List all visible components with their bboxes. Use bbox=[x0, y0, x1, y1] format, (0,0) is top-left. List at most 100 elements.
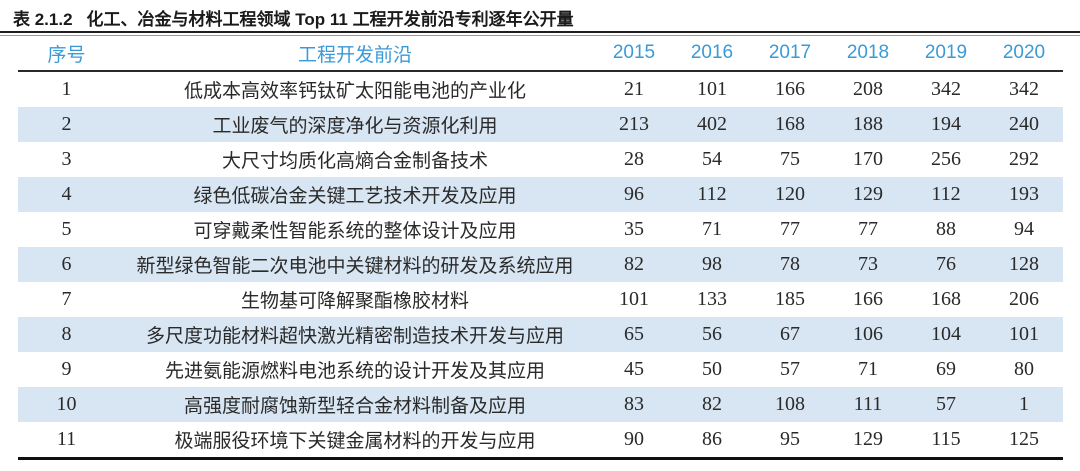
value-cell: 342 bbox=[931, 78, 961, 100]
value-cell: 120 bbox=[775, 183, 805, 205]
value-cell: 115 bbox=[907, 422, 985, 460]
value-cell: 168 bbox=[775, 113, 805, 135]
value-cell: 129 bbox=[853, 183, 883, 205]
front-name-cell: 新型绿色智能二次电池中关键材料的研发及系统应用 bbox=[136, 256, 574, 277]
row-number-cell: 10 bbox=[56, 393, 77, 415]
value-cell: 106 bbox=[853, 323, 883, 345]
front-name-cell: 大尺寸均质化高熵合金制备技术 bbox=[221, 151, 488, 172]
row-number-cell: 2 bbox=[61, 113, 72, 135]
front-name-cell: 绿色低碳冶金关键工艺技术开发及应用 bbox=[193, 186, 517, 207]
table-row: 3 大尺寸均质化高熵合金制备技术 28 54 75 170 256 292 bbox=[18, 142, 1063, 177]
value-cell: 54 bbox=[702, 148, 722, 170]
value-cell: 57 bbox=[936, 393, 956, 415]
value-cell: 65 bbox=[624, 323, 644, 345]
row-number-cell: 5 bbox=[61, 218, 72, 240]
value-cell: 71 bbox=[858, 358, 878, 380]
table-row: 11 极端服役环境下关键金属材料的开发与应用 90 86 95 129 115 … bbox=[18, 422, 1063, 460]
table-row: 9 先进氨能源燃料电池系统的设计开发及其应用 45 50 57 71 69 80 bbox=[18, 352, 1063, 387]
value-cell: 90 bbox=[595, 422, 673, 460]
value-cell: 76 bbox=[936, 253, 956, 275]
value-cell: 75 bbox=[780, 148, 800, 170]
value-cell: 69 bbox=[936, 358, 956, 380]
table-row: 2 工业废气的深度净化与资源化利用 213 402 168 188 194 24… bbox=[18, 107, 1063, 142]
value-cell: 1 bbox=[1019, 393, 1029, 415]
col-header-no: 序号 bbox=[18, 36, 115, 72]
value-cell: 101 bbox=[619, 288, 649, 310]
front-name-cell: 工业废气的深度净化与资源化利用 bbox=[212, 116, 498, 137]
value-cell: 170 bbox=[853, 148, 883, 170]
value-cell: 28 bbox=[624, 148, 644, 170]
value-cell: 108 bbox=[775, 393, 805, 415]
front-name-cell: 可穿戴柔性智能系统的整体设计及应用 bbox=[193, 221, 517, 242]
value-cell: 56 bbox=[702, 323, 722, 345]
front-name-cell: 极端服役环境下关键金属材料的开发与应用 bbox=[115, 422, 595, 460]
table-body: 1 低成本高效率钙钛矿太阳能电池的产业化 21 101 166 208 342 … bbox=[18, 71, 1063, 460]
table-row: 10 高强度耐腐蚀新型轻合金材料制备及应用 83 82 108 111 57 1 bbox=[18, 387, 1063, 422]
col-header-2017: 2017 bbox=[751, 36, 829, 72]
value-cell: 188 bbox=[853, 113, 883, 135]
value-cell: 21 bbox=[624, 78, 644, 100]
row-number-cell: 4 bbox=[61, 183, 72, 205]
col-header-2019: 2019 bbox=[907, 36, 985, 72]
row-number-cell: 6 bbox=[61, 253, 72, 275]
row-number-cell: 7 bbox=[61, 288, 72, 310]
value-cell: 292 bbox=[1009, 148, 1039, 170]
table-row: 6 新型绿色智能二次电池中关键材料的研发及系统应用 82 98 78 73 76… bbox=[18, 247, 1063, 282]
table-row: 5 可穿戴柔性智能系统的整体设计及应用 35 71 77 77 88 94 bbox=[18, 212, 1063, 247]
table-row: 8 多尺度功能材料超快激光精密制造技术开发与应用 65 56 67 106 10… bbox=[18, 317, 1063, 352]
value-cell: 95 bbox=[751, 422, 829, 460]
value-cell: 88 bbox=[936, 218, 956, 240]
table-caption-text: 化工、冶金与材料工程领域 Top 11 工程开发前沿专利逐年公开量 bbox=[86, 10, 574, 29]
value-cell: 82 bbox=[624, 253, 644, 275]
table-row: 7 生物基可降解聚酯橡胶材料 101 133 185 166 168 206 bbox=[18, 282, 1063, 317]
front-name-cell: 多尺度功能材料超快激光精密制造技术开发与应用 bbox=[145, 326, 564, 347]
header-row: 序号 工程开发前沿 2015 2016 2017 2018 2019 2020 bbox=[18, 36, 1063, 72]
value-cell: 166 bbox=[853, 288, 883, 310]
value-cell: 96 bbox=[624, 183, 644, 205]
table-caption: 表 2.1.2 化工、冶金与材料工程领域 Top 11 工程开发前沿专利逐年公开量 bbox=[13, 5, 574, 30]
value-cell: 256 bbox=[931, 148, 961, 170]
value-cell: 213 bbox=[619, 113, 649, 135]
row-number-cell: 11 bbox=[18, 422, 115, 460]
value-cell: 80 bbox=[1014, 358, 1034, 380]
value-cell: 128 bbox=[1009, 253, 1039, 275]
col-header-2020: 2020 bbox=[985, 36, 1063, 72]
col-header-2018: 2018 bbox=[829, 36, 907, 72]
table-row: 1 低成本高效率钙钛矿太阳能电池的产业化 21 101 166 208 342 … bbox=[18, 71, 1063, 107]
value-cell: 112 bbox=[931, 183, 961, 205]
value-cell: 98 bbox=[702, 253, 722, 275]
front-name-cell: 高强度耐腐蚀新型轻合金材料制备及应用 bbox=[183, 396, 526, 417]
table-row: 4 绿色低碳冶金关键工艺技术开发及应用 96 112 120 129 112 1… bbox=[18, 177, 1063, 212]
value-cell: 112 bbox=[697, 183, 727, 205]
value-cell: 133 bbox=[697, 288, 727, 310]
value-cell: 193 bbox=[1009, 183, 1039, 205]
value-cell: 45 bbox=[624, 358, 644, 380]
value-cell: 206 bbox=[1009, 288, 1039, 310]
row-number-cell: 8 bbox=[61, 323, 72, 345]
value-cell: 86 bbox=[673, 422, 751, 460]
value-cell: 67 bbox=[780, 323, 800, 345]
value-cell: 111 bbox=[853, 393, 883, 415]
value-cell: 104 bbox=[931, 323, 961, 345]
value-cell: 125 bbox=[985, 422, 1063, 460]
value-cell: 57 bbox=[780, 358, 800, 380]
value-cell: 50 bbox=[702, 358, 722, 380]
value-cell: 402 bbox=[697, 113, 727, 135]
row-number-cell: 3 bbox=[61, 148, 72, 170]
value-cell: 94 bbox=[1014, 218, 1034, 240]
value-cell: 82 bbox=[702, 393, 722, 415]
front-name-cell: 先进氨能源燃料电池系统的设计开发及其应用 bbox=[164, 361, 545, 382]
value-cell: 194 bbox=[931, 113, 961, 135]
col-header-front: 工程开发前沿 bbox=[115, 36, 595, 72]
value-cell: 240 bbox=[1009, 113, 1039, 135]
col-header-2016: 2016 bbox=[673, 36, 751, 72]
value-cell: 77 bbox=[858, 218, 878, 240]
value-cell: 83 bbox=[624, 393, 644, 415]
value-cell: 185 bbox=[775, 288, 805, 310]
col-header-2015: 2015 bbox=[595, 36, 673, 72]
value-cell: 101 bbox=[1009, 323, 1039, 345]
value-cell: 168 bbox=[931, 288, 961, 310]
value-cell: 78 bbox=[780, 253, 800, 275]
table-header: 序号 工程开发前沿 2015 2016 2017 2018 2019 2020 bbox=[18, 36, 1063, 72]
